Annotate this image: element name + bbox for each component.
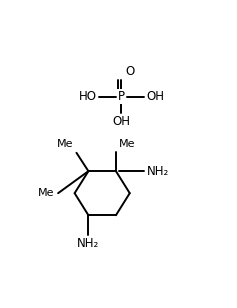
- Text: NH₂: NH₂: [77, 237, 100, 250]
- Text: OH: OH: [113, 115, 130, 128]
- Text: Me: Me: [119, 139, 135, 149]
- Text: OH: OH: [146, 90, 164, 103]
- Text: O: O: [126, 65, 135, 79]
- Text: NH₂: NH₂: [147, 165, 169, 178]
- Text: Me: Me: [38, 188, 55, 198]
- Text: HO: HO: [79, 90, 97, 103]
- Text: Me: Me: [57, 139, 74, 149]
- Text: P: P: [118, 90, 125, 103]
